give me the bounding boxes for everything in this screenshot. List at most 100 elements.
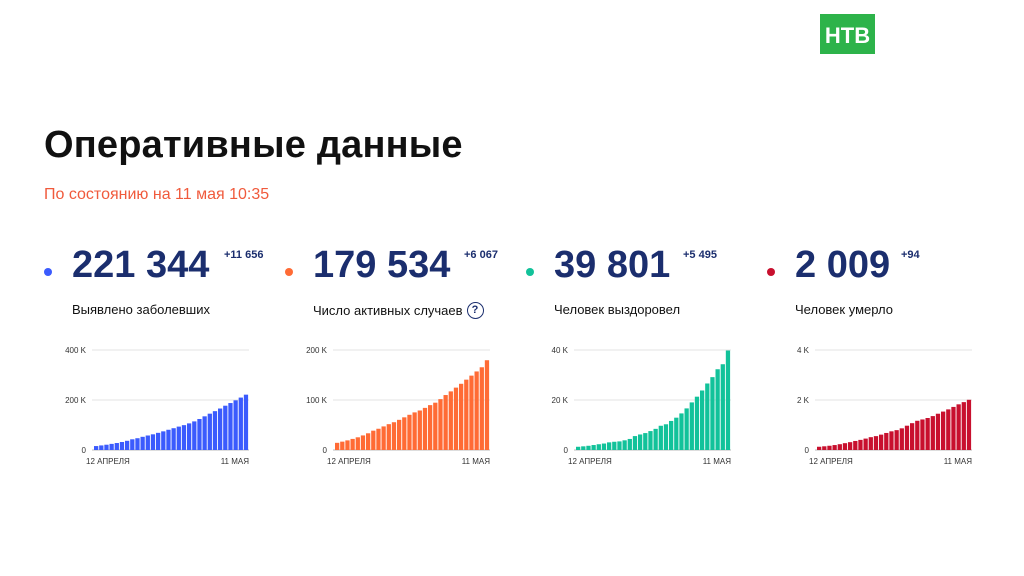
stat-label: Выявлено заболевших bbox=[72, 302, 210, 317]
bar bbox=[632, 436, 638, 450]
stat-label: Число активных случаев ? bbox=[313, 302, 484, 319]
page-title: Оперативные данные bbox=[44, 124, 463, 166]
x-start-label: 12 АПРЕЛЯ bbox=[568, 457, 612, 466]
y-tick-label: 0 bbox=[564, 446, 569, 455]
bar bbox=[832, 445, 837, 450]
bar bbox=[397, 419, 402, 450]
bar bbox=[648, 431, 653, 450]
bar bbox=[187, 423, 192, 450]
bar bbox=[202, 416, 207, 450]
bar bbox=[212, 411, 218, 450]
y-tick-label: 200 K bbox=[65, 396, 87, 405]
bar bbox=[663, 424, 669, 450]
y-tick-label: 100 K bbox=[306, 396, 328, 405]
bar bbox=[94, 446, 99, 450]
bar bbox=[412, 412, 417, 450]
bar bbox=[617, 441, 622, 450]
bar bbox=[345, 440, 350, 450]
bar bbox=[438, 399, 443, 450]
bar bbox=[99, 445, 104, 450]
bar bbox=[192, 421, 197, 450]
bar bbox=[946, 409, 951, 451]
x-end-label: 11 МАЯ bbox=[462, 457, 491, 466]
bar bbox=[484, 360, 490, 450]
bar bbox=[705, 383, 710, 450]
bar bbox=[837, 444, 842, 450]
bar bbox=[125, 440, 130, 450]
bar bbox=[817, 446, 822, 450]
bar bbox=[607, 442, 612, 450]
bar bbox=[674, 417, 679, 450]
x-start-label: 12 АПРЕЛЯ bbox=[327, 457, 371, 466]
bar bbox=[428, 405, 433, 450]
stat-card-confirmed: 221 344 +11 656 Выявлено заболевших 0 200… bbox=[44, 244, 284, 474]
stat-label: Человек умерло bbox=[795, 302, 893, 317]
stat-label: Человек выздоровел bbox=[554, 302, 681, 317]
bar bbox=[145, 435, 150, 450]
bar bbox=[725, 350, 731, 450]
bar bbox=[130, 439, 135, 450]
bar bbox=[930, 416, 935, 450]
series-dot bbox=[767, 268, 775, 276]
bar bbox=[842, 443, 848, 450]
question-icon[interactable]: ? bbox=[466, 302, 484, 319]
bar bbox=[710, 377, 715, 450]
bar bbox=[448, 391, 453, 450]
bar bbox=[469, 375, 474, 450]
bar bbox=[920, 419, 925, 450]
stat-card-recovered: 39 801 +5 495 Человек выздоровел 0 20 K 40… bbox=[526, 244, 766, 474]
bar bbox=[822, 446, 827, 450]
bar bbox=[109, 443, 114, 450]
bar bbox=[391, 422, 397, 450]
x-start-label: 12 АПРЕЛЯ bbox=[809, 457, 853, 466]
bar bbox=[935, 413, 941, 450]
bar bbox=[360, 435, 366, 450]
bar bbox=[238, 397, 243, 450]
stat-value: 179 534 bbox=[313, 244, 451, 286]
bar bbox=[612, 441, 617, 450]
bar bbox=[638, 434, 643, 450]
bar bbox=[889, 431, 894, 450]
y-tick-label: 40 K bbox=[552, 346, 569, 355]
bar bbox=[622, 440, 627, 450]
bar bbox=[417, 410, 422, 450]
bar bbox=[627, 438, 632, 450]
bar bbox=[601, 443, 607, 450]
bar bbox=[350, 438, 355, 450]
series-dot bbox=[285, 268, 293, 276]
bar bbox=[464, 379, 469, 450]
bar bbox=[243, 394, 249, 450]
bar bbox=[884, 432, 889, 450]
bar bbox=[422, 407, 428, 450]
bar bbox=[956, 404, 961, 450]
bar bbox=[171, 428, 176, 450]
bar bbox=[853, 440, 858, 450]
bar bbox=[407, 414, 412, 450]
bar bbox=[355, 437, 360, 450]
bar bbox=[104, 444, 109, 450]
y-tick-label: 200 K bbox=[306, 346, 328, 355]
bar bbox=[863, 438, 868, 450]
bar bbox=[386, 424, 391, 450]
bar bbox=[181, 425, 187, 450]
bar bbox=[228, 403, 233, 450]
bar bbox=[694, 396, 700, 450]
bar bbox=[371, 430, 376, 450]
stat-value: 39 801 bbox=[554, 244, 671, 286]
bar bbox=[156, 432, 161, 450]
bar bbox=[669, 420, 674, 450]
bar bbox=[596, 444, 601, 450]
bar bbox=[114, 443, 119, 450]
bar bbox=[715, 369, 720, 450]
bar bbox=[858, 439, 863, 451]
ntv-logo: НТВ bbox=[820, 14, 875, 54]
bar bbox=[848, 442, 853, 450]
bar bbox=[961, 402, 966, 451]
bar bbox=[581, 446, 586, 450]
bar bbox=[827, 445, 832, 450]
stat-value: 221 344 bbox=[72, 244, 210, 286]
bar bbox=[166, 429, 171, 450]
bar bbox=[150, 434, 156, 450]
y-tick-label: 0 bbox=[805, 446, 810, 455]
bar bbox=[966, 399, 972, 450]
